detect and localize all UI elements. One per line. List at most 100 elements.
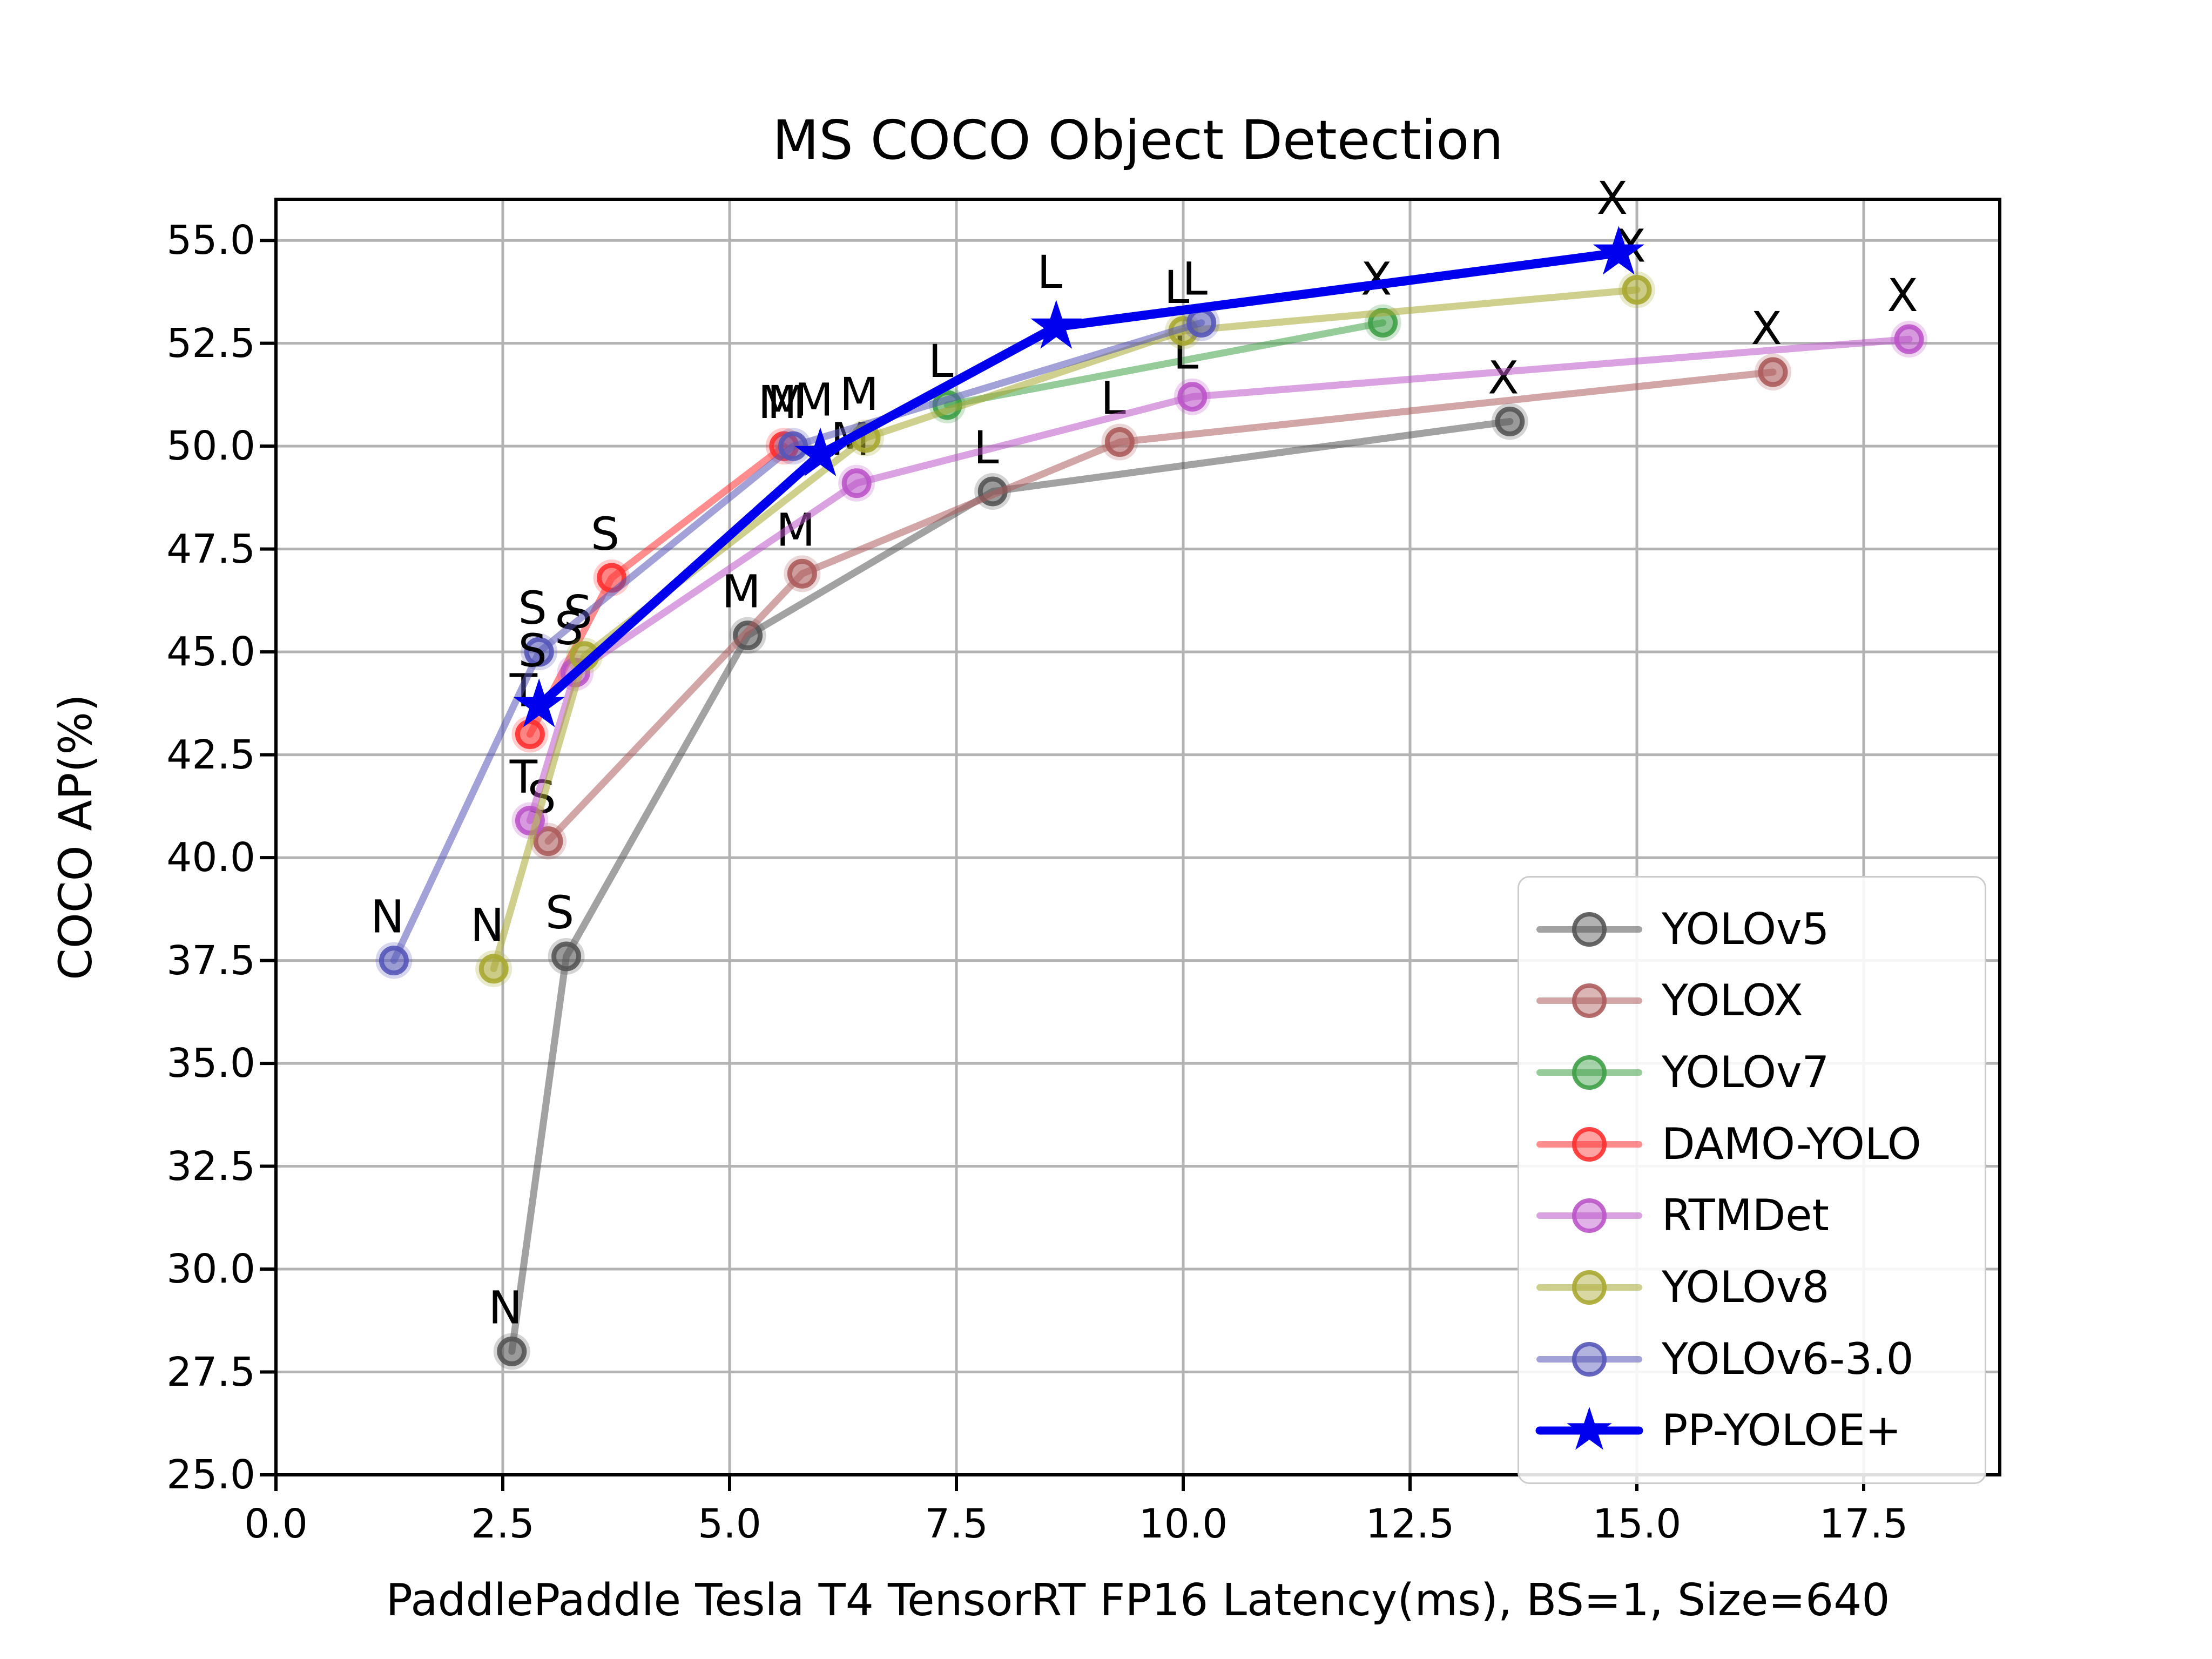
- x-tick-label: 15.0: [1592, 1501, 1682, 1547]
- data-point: [497, 1336, 527, 1366]
- point-label: X: [1887, 269, 1918, 322]
- axes-frame: [260, 198, 2001, 1491]
- series-line: [390, 319, 1205, 965]
- legend-marker-circle-icon: [1536, 1341, 1642, 1377]
- legend-item-DAMO-YOLO: DAMO-YOLO: [1535, 1115, 1968, 1174]
- y-tick-label: 25.0: [166, 1452, 255, 1498]
- legend-item-RTMDet: RTMDet: [1535, 1186, 1968, 1245]
- series-DAMO-YOLO: TSM: [509, 376, 802, 753]
- point-label: S: [518, 624, 547, 677]
- y-tick-label: 37.5: [166, 937, 255, 984]
- data-point: [1186, 308, 1217, 338]
- data-point: [515, 719, 545, 750]
- x-tick-label: 17.5: [1819, 1501, 1908, 1547]
- legend-label: YOLOX: [1662, 975, 1803, 1026]
- y-tick-label: 35.0: [166, 1040, 255, 1087]
- series-line: [508, 417, 1514, 1355]
- point-label: N: [470, 899, 504, 952]
- data-point: [1622, 275, 1652, 305]
- legend-marker-circle-icon: [1536, 1270, 1642, 1305]
- legend-label: YOLOv8: [1662, 1262, 1830, 1312]
- point-label: N: [370, 891, 404, 943]
- series-line: [490, 286, 1641, 973]
- point-label: T: [509, 751, 538, 804]
- data-point-star: [513, 678, 565, 727]
- legend-label: YOLOv5: [1662, 903, 1830, 954]
- point-label: L: [928, 335, 954, 388]
- point-label: X: [1751, 302, 1782, 355]
- chart-title: MS COCO Object Detection: [772, 109, 1503, 172]
- legend-marker-circle-icon: [1536, 983, 1642, 1019]
- y-tick-label: 47.5: [166, 525, 255, 572]
- legend-item-YOLOv6-3.0: YOLOv6-3.0: [1535, 1330, 1968, 1389]
- legend-item-YOLOX: YOLOX: [1535, 971, 1968, 1030]
- legend-label: RTMDet: [1662, 1190, 1829, 1241]
- x-tick-label: 5.0: [698, 1501, 761, 1547]
- legend-label: YOLOv7: [1662, 1047, 1830, 1097]
- x-axis-label: PaddlePaddle Tesla T4 TensorRT FP16 Late…: [386, 1575, 1890, 1626]
- x-tick-label: 12.5: [1365, 1501, 1455, 1547]
- point-label: M: [767, 376, 806, 429]
- legend-item-YOLOv7: YOLOv7: [1535, 1043, 1968, 1102]
- legend-marker-star-icon: [1535, 1407, 1643, 1450]
- legend-label: YOLOv6-3.0: [1662, 1333, 1914, 1384]
- data-point: [379, 946, 409, 976]
- data-point-star: [1593, 226, 1644, 275]
- point-label: S: [518, 582, 547, 635]
- series-line: [534, 248, 1623, 710]
- data-point: [533, 826, 563, 857]
- data-point: [1177, 382, 1208, 412]
- data-point: [841, 468, 872, 498]
- legend-marker-circle-icon: [1536, 912, 1642, 947]
- data-point: [524, 637, 554, 667]
- y-tick-label: 30.0: [166, 1246, 255, 1293]
- data-point: [478, 954, 509, 984]
- y-tick-label: 52.5: [166, 320, 255, 367]
- y-tick-label: 42.5: [166, 731, 255, 778]
- legend-marker-circle-icon: [1536, 1198, 1642, 1233]
- y-axis-label: COCO AP(%): [49, 694, 102, 980]
- y-tick-label: 27.5: [166, 1348, 255, 1395]
- y-tick-label: 32.5: [166, 1143, 255, 1190]
- legend-item-YOLOv5: YOLOv5: [1535, 900, 1968, 959]
- x-tick-label: 2.5: [471, 1501, 535, 1547]
- point-label: X: [1488, 351, 1519, 404]
- point-label: L: [1037, 246, 1062, 299]
- legend-label: PP-YOLOE+: [1662, 1405, 1901, 1456]
- data-point: [787, 558, 817, 589]
- point-label: N: [488, 1281, 522, 1334]
- point-label: S: [545, 886, 574, 939]
- legend-label: DAMO-YOLO: [1662, 1118, 1921, 1169]
- data-point: [1104, 427, 1135, 457]
- x-tick-label: 0.0: [244, 1501, 308, 1547]
- x-tick-label: 10.0: [1138, 1501, 1228, 1547]
- legend-item-YOLOv8: YOLOv8: [1535, 1258, 1968, 1317]
- x-tick-label: 7.5: [925, 1501, 988, 1547]
- y-tick-label: 50.0: [166, 423, 255, 470]
- data-point-star: [794, 427, 846, 476]
- series-line: [544, 368, 1777, 845]
- series-line: [526, 442, 788, 738]
- legend-marker-circle-icon: [1536, 1055, 1642, 1090]
- data-point: [1894, 324, 1924, 354]
- series-line: [526, 335, 1913, 824]
- point-label: M: [840, 368, 879, 421]
- point-label: S: [591, 508, 619, 561]
- data-point-star: [1030, 300, 1082, 349]
- point-label: M: [794, 373, 833, 426]
- point-label: L: [1164, 261, 1190, 314]
- point-label: M: [721, 565, 760, 618]
- point-label: M: [758, 376, 797, 429]
- legend-item-PP-YOLOE+: PP-YOLOE+: [1535, 1401, 1968, 1460]
- y-tick-label: 55.0: [166, 217, 255, 264]
- y-tick-label: 45.0: [166, 629, 255, 676]
- data-point: [1758, 357, 1788, 387]
- y-tick-label: 40.0: [166, 834, 255, 881]
- data-point: [1495, 406, 1525, 436]
- series-line: [943, 319, 1387, 409]
- legend-marker-circle-icon: [1536, 1127, 1642, 1162]
